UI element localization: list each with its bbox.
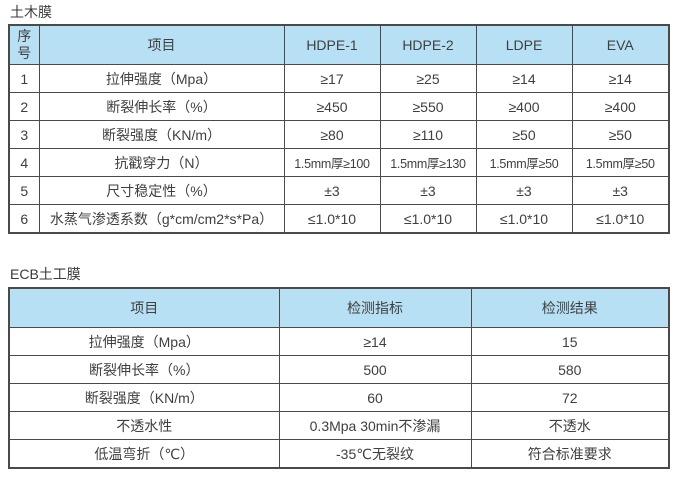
table-cell: 5 xyxy=(8,176,40,205)
table-row: 5 尺寸稳定性（%） ±3 ±3 ±3 ±3 xyxy=(8,176,670,205)
column-header: EVA xyxy=(571,24,670,65)
table-cell: ≥550 xyxy=(379,92,477,121)
table-cell: 断裂伸长率（%） xyxy=(8,355,280,384)
civil-membrane-spec-table: 序号 项目 HDPE-1 HDPE-2 LDPE EVA 1 拉伸强度（Mpa） ≥17 ≥25… xyxy=(8,24,670,234)
table-cell: ≥25 xyxy=(379,64,477,93)
table-cell: 1.5mm厚≥100 xyxy=(283,148,381,177)
table1-header-row: 序号 项目 HDPE-1 HDPE-2 LDPE EVA xyxy=(8,24,670,65)
table-cell: 低温弯折（℃） xyxy=(8,439,280,469)
table-cell: ±3 xyxy=(475,176,573,205)
section-gap xyxy=(8,234,668,265)
table-cell: 不透水性 xyxy=(8,411,280,440)
table-cell: ≥14 xyxy=(278,327,472,356)
column-header: LDPE xyxy=(475,24,573,65)
column-header: HDPE-1 xyxy=(283,24,381,65)
table-cell: ≤1.0*10 xyxy=(379,204,477,234)
column-header: HDPE-2 xyxy=(379,24,477,65)
table-cell: ≥450 xyxy=(283,92,381,121)
table-cell: 水蒸气渗透系数（g*cm/cm2*s*Pa） xyxy=(38,204,285,234)
ecb-geomembrane-spec-table: 项目 检测指标 检测结果 拉伸强度（Mpa） ≥14 15 断裂伸长率（%） 500 580 断… xyxy=(8,287,670,469)
table-cell: 4 xyxy=(8,148,40,177)
table-cell: -35℃无裂纹 xyxy=(278,439,472,469)
table-cell: 断裂强度（KN/m） xyxy=(8,383,280,412)
table2-title: ECB土工膜 xyxy=(10,266,81,282)
table-cell: 断裂伸长率（%） xyxy=(38,92,285,121)
column-header: 检测指标 xyxy=(278,287,472,328)
table-row: 6 水蒸气渗透系数（g*cm/cm2*s*Pa） ≤1.0*10 ≤1.0*10 ≤1.… xyxy=(8,204,670,234)
table-cell: ≤1.0*10 xyxy=(571,204,670,234)
table-row: 断裂伸长率（%） 500 580 xyxy=(8,355,670,384)
table-row: 4 抗戳穿力（N） 1.5mm厚≥100 1.5mm厚≥130 1.5mm厚≥50 1.5… xyxy=(8,148,670,177)
column-header: 检测结果 xyxy=(470,287,670,328)
table-cell: 2 xyxy=(8,92,40,121)
table-cell: 6 xyxy=(8,204,40,234)
table-row: 低温弯折（℃） -35℃无裂纹 符合标准要求 xyxy=(8,439,670,469)
table-row: 2 断裂伸长率（%） ≥450 ≥550 ≥400 ≥400 xyxy=(8,92,670,121)
table-row: 断裂强度（KN/m） 60 72 xyxy=(8,383,670,412)
table-cell: 不透水 xyxy=(470,411,670,440)
table-cell: 拉伸强度（Mpa） xyxy=(8,327,280,356)
table-cell: 1 xyxy=(8,64,40,93)
table-cell: 0.3Mpa 30min不渗漏 xyxy=(278,411,472,440)
table-row: 3 断裂强度（KN/m） ≥80 ≥110 ≥50 ≥50 xyxy=(8,120,670,149)
table-cell: 抗戳穿力（N） xyxy=(38,148,285,177)
table-cell: 1.5mm厚≥50 xyxy=(571,148,670,177)
table-row: 不透水性 0.3Mpa 30min不渗漏 不透水 xyxy=(8,411,670,440)
table-cell: ±3 xyxy=(379,176,477,205)
column-header: 序号 xyxy=(8,24,40,65)
table1-title: 土木膜 xyxy=(10,4,52,20)
table-cell: 1.5mm厚≥130 xyxy=(379,148,477,177)
table-cell: ≥400 xyxy=(475,92,573,121)
table-cell: ≥400 xyxy=(571,92,670,121)
table-row: 拉伸强度（Mpa） ≥14 15 xyxy=(8,327,670,356)
column-header: 项目 xyxy=(38,24,285,65)
table-cell: 断裂强度（KN/m） xyxy=(38,120,285,149)
table-cell: ≥110 xyxy=(379,120,477,149)
table-cell: ≥50 xyxy=(475,120,573,149)
table-cell: 尺寸稳定性（%） xyxy=(38,176,285,205)
table-cell: ≥14 xyxy=(571,64,670,93)
table-cell: ≤1.0*10 xyxy=(283,204,381,234)
section-ecb-geomembrane: ECB土工膜 项目 检测指标 检测结果 拉伸强度（Mpa） ≥14 15 断裂伸长率（%）… xyxy=(8,265,670,469)
section-civil-membrane: 土木膜 序号 项目 HDPE-1 HDPE-2 LDPE EVA 1 拉伸强度（Mpa） ≥1… xyxy=(8,3,670,234)
table-cell: ≥17 xyxy=(283,64,381,93)
table-cell: 拉伸强度（Mpa） xyxy=(38,64,285,93)
table-cell: 符合标准要求 xyxy=(470,439,670,469)
table-cell: 1.5mm厚≥50 xyxy=(475,148,573,177)
table-cell: 60 xyxy=(278,383,472,412)
table-cell: ±3 xyxy=(571,176,670,205)
table-cell: 72 xyxy=(470,383,670,412)
table-cell: ≥14 xyxy=(475,64,573,93)
table-cell: 580 xyxy=(470,355,670,384)
table2-header-row: 项目 检测指标 检测结果 xyxy=(8,287,670,328)
table-cell: 15 xyxy=(470,327,670,356)
table-cell: 3 xyxy=(8,120,40,149)
table-row: 1 拉伸强度（Mpa） ≥17 ≥25 ≥14 ≥14 xyxy=(8,64,670,93)
table-cell: ±3 xyxy=(283,176,381,205)
table-cell: 500 xyxy=(278,355,472,384)
table-cell: ≥50 xyxy=(571,120,670,149)
table-cell: ≥80 xyxy=(283,120,381,149)
table-cell: ≤1.0*10 xyxy=(475,204,573,234)
column-header: 项目 xyxy=(8,287,280,328)
